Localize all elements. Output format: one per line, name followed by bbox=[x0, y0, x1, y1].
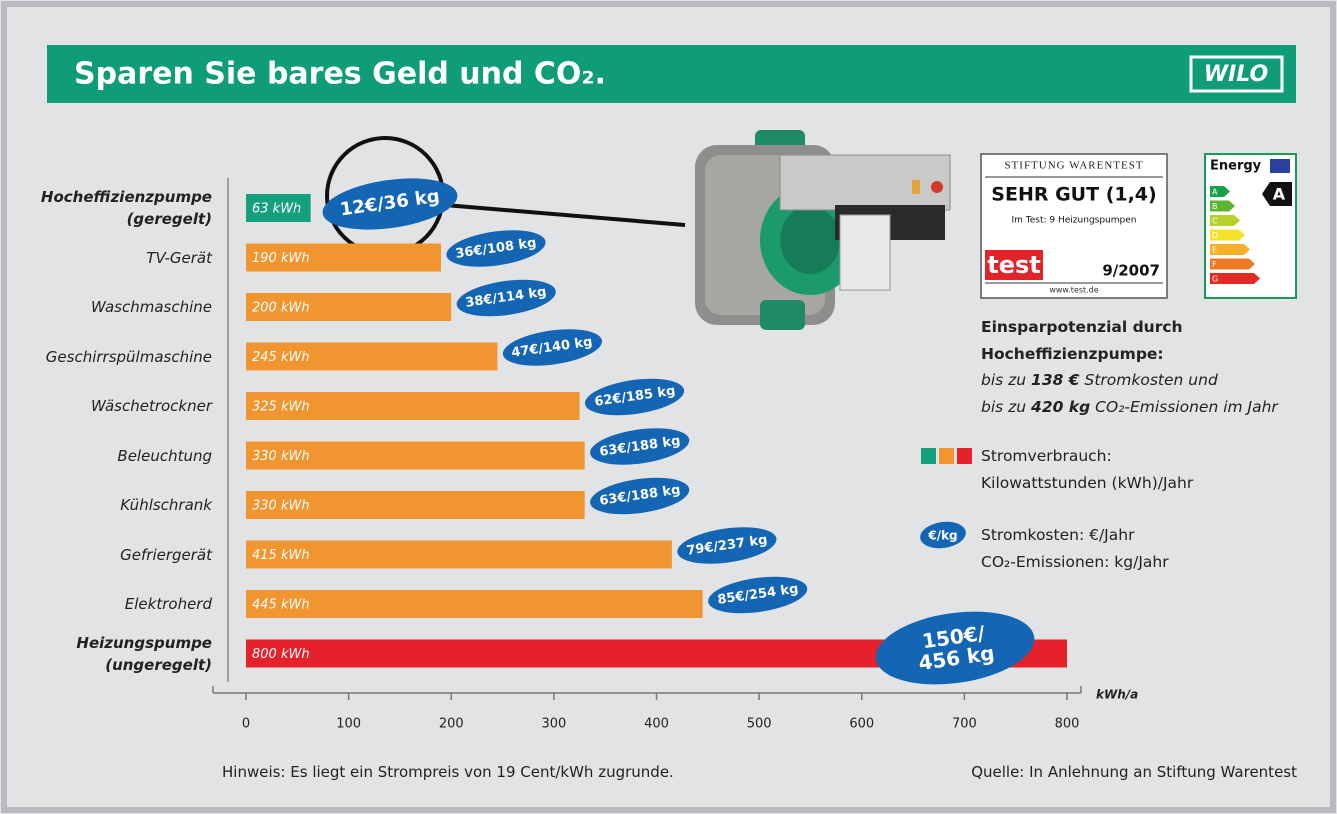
x-tick-label: 0 bbox=[242, 717, 250, 732]
energy-class: B bbox=[1212, 202, 1218, 211]
legend-swatch bbox=[957, 448, 972, 464]
category-label: Wäschetrockner bbox=[91, 395, 212, 417]
x-tick-label: 300 bbox=[541, 717, 566, 732]
savings-part: bis zu bbox=[981, 371, 1031, 389]
pointer-line bbox=[445, 205, 685, 225]
value-label: 190 kWh bbox=[252, 251, 310, 266]
savings-part: bis zu bbox=[981, 398, 1031, 416]
x-tick-label: 500 bbox=[747, 717, 772, 732]
category-label: TV-Gerät bbox=[146, 247, 212, 269]
source: Quelle: In Anlehnung an Stiftung Warente… bbox=[971, 759, 1297, 786]
category-label: Heizungspumpe (ungeregelt) bbox=[76, 632, 212, 676]
savings-line: bis zu 420 kg CO₂-Emissionen im Jahr bbox=[981, 394, 1278, 421]
energy-title: Energy bbox=[1210, 159, 1262, 174]
value-label: 800 kWh bbox=[252, 647, 310, 662]
badge-rating: SEHR GUT (1,4) bbox=[991, 184, 1156, 206]
logo: WILO bbox=[1204, 62, 1268, 87]
legend-swatch bbox=[921, 448, 936, 464]
value-label: 330 kWh bbox=[252, 499, 310, 514]
badge-brand: test bbox=[987, 251, 1041, 279]
value-label: 245 kWh bbox=[252, 350, 310, 365]
badge-org: STIFTUNG WARENTEST bbox=[1004, 160, 1143, 172]
x-tick-label: 400 bbox=[644, 717, 669, 732]
energy-class: C bbox=[1212, 217, 1218, 226]
x-axis-label: kWh/a bbox=[1096, 688, 1138, 702]
energy-bar bbox=[1210, 259, 1255, 270]
badge-url: www.test.de bbox=[1049, 286, 1098, 295]
savings-line: bis zu 138 € Stromkosten und bbox=[981, 367, 1278, 394]
energy-rating: A bbox=[1273, 185, 1286, 204]
value-label: 445 kWh bbox=[252, 598, 310, 613]
energy-class: D bbox=[1212, 231, 1218, 240]
energy-class: E bbox=[1212, 246, 1217, 255]
legend-text: Stromverbrauch: Kilowattstunden (kWh)/Ja… bbox=[981, 443, 1193, 496]
category-label: Kühlschrank bbox=[120, 494, 212, 516]
energy-class: G bbox=[1212, 275, 1218, 284]
category-label: Beleuchtung bbox=[117, 445, 212, 467]
value-label: 415 kWh bbox=[252, 548, 310, 563]
chart-title: Sparen Sie bares Geld und CO₂. bbox=[74, 57, 606, 92]
category-label: Gefriergerät bbox=[120, 544, 212, 566]
badge-date: 9/2007 bbox=[1102, 262, 1160, 280]
value-label: 330 kWh bbox=[252, 449, 310, 464]
value-label: 63 kWh bbox=[252, 202, 301, 217]
x-tick-label: 800 bbox=[1055, 717, 1080, 732]
legend-swatch bbox=[939, 448, 954, 464]
x-tick-label: 200 bbox=[439, 717, 464, 732]
value-label: 325 kWh bbox=[252, 400, 310, 415]
bar bbox=[246, 541, 672, 569]
category-label: Elektroherd bbox=[125, 593, 212, 615]
page: Sparen Sie bares Geld und CO₂. WILO 0 100… bbox=[0, 0, 1337, 814]
pump-image bbox=[695, 130, 950, 330]
savings-part: CO₂-Emissionen im Jahr bbox=[1090, 398, 1278, 416]
legend-text: Stromkosten: €/Jahr CO₂-Emissionen: kg/J… bbox=[981, 522, 1169, 575]
x-tick-label: 100 bbox=[336, 717, 361, 732]
category-label: Geschirrspülmaschine bbox=[46, 346, 212, 368]
savings-heading: Einsparpotenzial durch Hocheffizienzpump… bbox=[981, 314, 1278, 367]
savings-part: 138 € bbox=[1031, 371, 1080, 389]
savings-text: Einsparpotenzial durch Hocheffizienzpump… bbox=[981, 314, 1278, 420]
savings-part: 420 kg bbox=[1031, 398, 1090, 416]
category-label: Waschmaschine bbox=[91, 296, 212, 318]
badge-test: Im Test: 9 Heizungspumpen bbox=[1012, 216, 1137, 226]
energy-class: A bbox=[1212, 188, 1218, 197]
energy-class: F bbox=[1212, 260, 1217, 269]
bar bbox=[246, 590, 703, 618]
savings-part: Stromkosten und bbox=[1080, 371, 1218, 389]
legend-icon: €/kg bbox=[927, 529, 957, 543]
value-label: 200 kWh bbox=[252, 301, 310, 316]
category-label: Hocheffizienzpumpe (geregelt) bbox=[41, 186, 212, 230]
x-tick-label: 600 bbox=[849, 717, 874, 732]
note: Hinweis: Es liegt ein Strompreis von 19 … bbox=[222, 759, 674, 786]
x-tick-label: 700 bbox=[952, 717, 977, 732]
